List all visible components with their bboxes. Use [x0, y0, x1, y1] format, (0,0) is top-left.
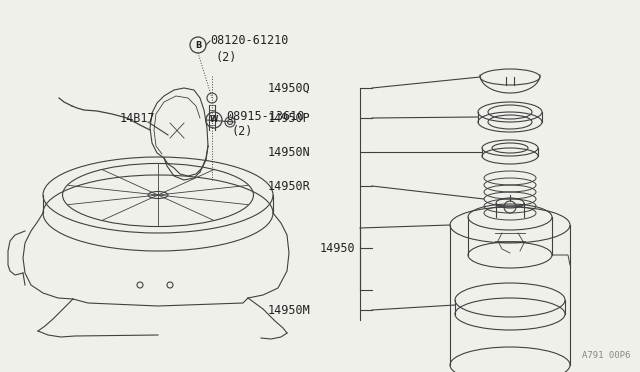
Text: A791 00P6: A791 00P6 — [582, 351, 630, 360]
Text: 14950N: 14950N — [268, 145, 310, 158]
Text: 14950P: 14950P — [268, 112, 310, 125]
Text: 08120-61210: 08120-61210 — [210, 35, 289, 48]
Text: (2): (2) — [232, 125, 253, 138]
Text: 14950Q: 14950Q — [268, 81, 310, 94]
Text: 14950R: 14950R — [268, 180, 310, 192]
Text: 14950: 14950 — [320, 241, 356, 254]
Text: 08915-13610: 08915-13610 — [226, 109, 305, 122]
Text: W: W — [210, 115, 218, 125]
Text: (2): (2) — [216, 51, 237, 64]
Text: B: B — [195, 41, 201, 49]
Text: 14950M: 14950M — [268, 304, 310, 317]
Text: 14B17: 14B17 — [120, 112, 156, 125]
